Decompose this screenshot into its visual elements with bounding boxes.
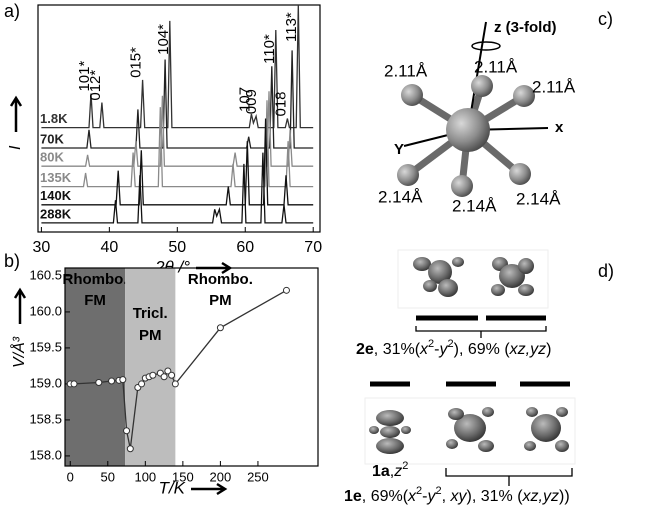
- marker: [71, 381, 77, 387]
- marker: [161, 374, 167, 380]
- caption-part: 2: [402, 460, 408, 472]
- y-tick-label: 160.5: [29, 267, 62, 282]
- region-label: FM: [84, 292, 106, 309]
- marker: [120, 377, 126, 383]
- caption-part: , 69%(: [362, 488, 409, 505]
- panel-label: a): [4, 1, 20, 21]
- caption-part: )): [559, 488, 570, 505]
- peak-label: 015*: [128, 47, 145, 78]
- marker: [217, 325, 223, 331]
- axis-arrow: [15, 290, 25, 324]
- y-tick-label: 158.5: [29, 411, 62, 426]
- peak-label: 009: [243, 89, 260, 114]
- y-tick-label: 160.0: [29, 303, 62, 318]
- orbital-caption: 1a,z2: [372, 460, 408, 480]
- x-tick-label: 30: [32, 239, 50, 256]
- caption-part: 1e: [344, 488, 362, 505]
- bond-length: 2.11Å: [532, 77, 576, 96]
- x-tick-label: 40: [100, 239, 118, 256]
- marker: [172, 381, 178, 387]
- axis-arrow: [11, 98, 21, 132]
- bond-length: 2.14Å: [452, 196, 497, 215]
- y-tick-label: 159.0: [29, 375, 62, 390]
- caption-part: xy: [450, 488, 468, 505]
- marker: [96, 379, 102, 385]
- caption-part: ), 69% (: [454, 341, 511, 358]
- series-label: 1.8K: [40, 111, 68, 126]
- orbital-caption: 1e, 69%(x2-y2, xy), 31% (xz,yz)): [344, 485, 570, 505]
- peak-label: 018: [272, 91, 289, 116]
- axis-arrow: [191, 484, 225, 494]
- series-label: 288K: [40, 206, 72, 221]
- region-label: PM: [209, 292, 232, 309]
- line: [41, 119, 313, 205]
- axis-label: Y: [394, 141, 404, 158]
- caption-part: z: [393, 463, 402, 480]
- x-tick-label: 50: [101, 469, 115, 484]
- bond-length: 2.11Å: [384, 61, 428, 80]
- orbital-caption: 2e, 31%(x2-y2), 69% (xz,yz): [356, 338, 551, 358]
- y-tick-label: 158.0: [29, 447, 62, 462]
- caption-part: ): [546, 341, 551, 358]
- series-label: 135K: [40, 170, 72, 185]
- x-tick-label: 0: [67, 469, 74, 484]
- marker: [124, 428, 130, 434]
- marker: [169, 372, 175, 378]
- marker: [150, 372, 156, 378]
- region-label: PM: [139, 327, 162, 344]
- region: [125, 268, 175, 466]
- panel-label: d): [598, 261, 614, 281]
- caption-part: ,: [442, 488, 451, 505]
- line: [41, 153, 313, 223]
- region-label: Rhombo.: [63, 271, 128, 288]
- peak-label: 012*: [87, 70, 104, 101]
- caption-part: xz,yz: [509, 341, 546, 358]
- bond-length: 2.14Å: [516, 189, 561, 208]
- y-axis-label: I: [7, 145, 24, 150]
- axis-label: x: [555, 119, 564, 136]
- bond-length: 2.11Å: [474, 57, 518, 76]
- axis-label: z (3-fold): [494, 19, 556, 36]
- caption-part: 2e: [356, 341, 374, 358]
- peak-label: 110*: [261, 34, 278, 64]
- x-tick-label: 100: [134, 469, 156, 484]
- series-label: 80K: [40, 150, 64, 165]
- x-tick-label: 50: [168, 239, 186, 256]
- caption-part: 1a: [372, 463, 390, 480]
- panel-label: c): [598, 9, 613, 29]
- series-label: 70K: [40, 131, 64, 146]
- peak-label: 113*: [283, 12, 300, 42]
- marker: [139, 381, 145, 387]
- caption-part: , 31%(: [374, 341, 421, 358]
- bond-length: 2.14Å: [378, 187, 423, 206]
- region-label: Rhombo.: [188, 271, 253, 288]
- octahedron: [397, 22, 548, 197]
- marker: [127, 446, 133, 452]
- caption-part: xz,yz: [522, 488, 559, 505]
- y-tick-label: 159.5: [29, 339, 62, 354]
- panel-label: b): [4, 251, 20, 271]
- region-label: Tricl.: [133, 305, 168, 322]
- y-axis-label: V/Å³: [9, 336, 28, 368]
- x-tick-label: 250: [247, 469, 269, 484]
- peak-label: 104*: [155, 24, 172, 55]
- x-tick-label: 200: [210, 469, 232, 484]
- figure: c) z (3-fold) x Y 2.11Å 2.11Å 2.11Å 2.14…: [0, 0, 648, 508]
- x-tick-label: 60: [236, 239, 254, 256]
- marker: [283, 287, 289, 293]
- x-axis-label: T/K: [159, 478, 186, 497]
- x-tick-label: 70: [304, 239, 322, 256]
- caption-part: ), 31% (: [467, 488, 524, 505]
- marker: [109, 378, 115, 384]
- series-label: 140K: [40, 188, 72, 203]
